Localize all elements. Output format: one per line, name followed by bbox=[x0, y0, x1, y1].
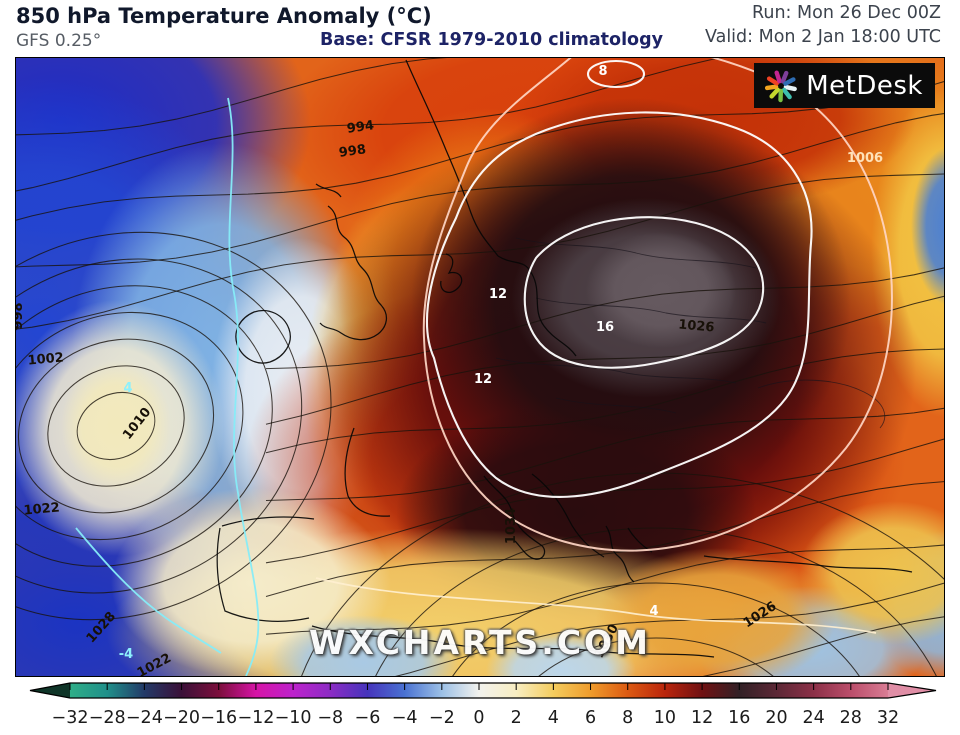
header: 850 hPa Temperature Anomaly (°C) GFS 0.2… bbox=[0, 0, 960, 57]
colorbar: −32 −28 −24 −20 −16 −12 −10 −8 −6 −4 −2 0 2 4 6 8 10 12 16… bbox=[29, 682, 937, 728]
colorbar-tick-label: 28 bbox=[840, 708, 862, 728]
colorbar-tick-label: −6 bbox=[355, 708, 381, 728]
coastlines bbox=[216, 59, 913, 658]
contour-label: 1002 bbox=[27, 350, 64, 368]
isobar-lines bbox=[16, 58, 944, 676]
colorbar-tick-label: 10 bbox=[654, 708, 676, 728]
colorbar-tick-label: 24 bbox=[802, 708, 824, 728]
colorbar-tick-label: −16 bbox=[200, 708, 237, 728]
colorbar-tick-label: −28 bbox=[89, 708, 126, 728]
colorbar-tick-label: 32 bbox=[877, 708, 899, 728]
model-label: GFS 0.25° bbox=[16, 31, 102, 51]
contour-label: 1026 bbox=[678, 317, 715, 335]
temperature-shading bbox=[16, 58, 944, 676]
anomaly-contour-4 bbox=[315, 577, 877, 634]
colorbar-tick-label: −24 bbox=[126, 708, 163, 728]
anomaly-contour-8 bbox=[422, 58, 893, 552]
colorbar-tick-label: −12 bbox=[237, 708, 274, 728]
colorbar-tick-label: −8 bbox=[317, 708, 343, 728]
colorbar-tick-label: −10 bbox=[275, 708, 312, 728]
metdesk-logo: MetDesk bbox=[754, 63, 935, 108]
contour-label: 12 bbox=[474, 372, 492, 387]
weather-map: 994 998 8 1006 998 1002 4 1010 1022 12 16 12 1026 103… bbox=[15, 57, 945, 677]
colorbar-tick-label: −2 bbox=[429, 708, 455, 728]
watermark: WXCHARTS.COM bbox=[309, 623, 651, 662]
colorbar-tick-label: −4 bbox=[392, 708, 418, 728]
page-title: 850 hPa Temperature Anomaly (°C) bbox=[16, 4, 432, 28]
colorbar-tick-label: 16 bbox=[728, 708, 750, 728]
colorbar-tick-label: 2 bbox=[511, 708, 522, 728]
contour-label: 4 bbox=[649, 604, 658, 619]
colorbar-tick-label: 4 bbox=[548, 708, 559, 728]
anomaly-contours-12-16 bbox=[426, 59, 813, 498]
anomaly-contours-negative bbox=[75, 97, 260, 676]
contour-label: 998 bbox=[16, 302, 26, 329]
colorbar-tick-label: 20 bbox=[765, 708, 787, 728]
contour-label: 998 bbox=[338, 142, 367, 161]
contour-label: 1022 bbox=[23, 500, 60, 518]
contour-label: 16 bbox=[596, 320, 614, 335]
metdesk-logo-text: MetDesk bbox=[806, 70, 923, 101]
colorbar-tick-label: −20 bbox=[163, 708, 200, 728]
temperature-anomaly-field: 9949988100699810024101010221216121026103… bbox=[16, 58, 944, 676]
contour-label: 12 bbox=[489, 287, 507, 302]
run-time-label: Run: Mon 26 Dec 00Z bbox=[752, 3, 941, 23]
colorbar-tick-label: 8 bbox=[622, 708, 633, 728]
colorbar-tick-label: 6 bbox=[585, 708, 596, 728]
valid-time-label: Valid: Mon 2 Jan 18:00 UTC bbox=[704, 27, 941, 47]
contour-label: 994 bbox=[346, 118, 375, 137]
contour-label: 1034 bbox=[504, 508, 519, 544]
contour-label: 8 bbox=[598, 64, 607, 79]
metdesk-pinwheel-icon bbox=[765, 69, 798, 102]
contour-label: -4 bbox=[119, 647, 133, 662]
contour-label: 4 bbox=[123, 381, 132, 396]
colorbar-tick-label: 12 bbox=[691, 708, 713, 728]
colorbar-tick-label: 0 bbox=[473, 708, 484, 728]
contour-label: 1006 bbox=[847, 151, 883, 166]
climatology-base-label: Base: CFSR 1979-2010 climatology bbox=[320, 30, 664, 50]
colorbar-tick-label: −32 bbox=[52, 708, 89, 728]
